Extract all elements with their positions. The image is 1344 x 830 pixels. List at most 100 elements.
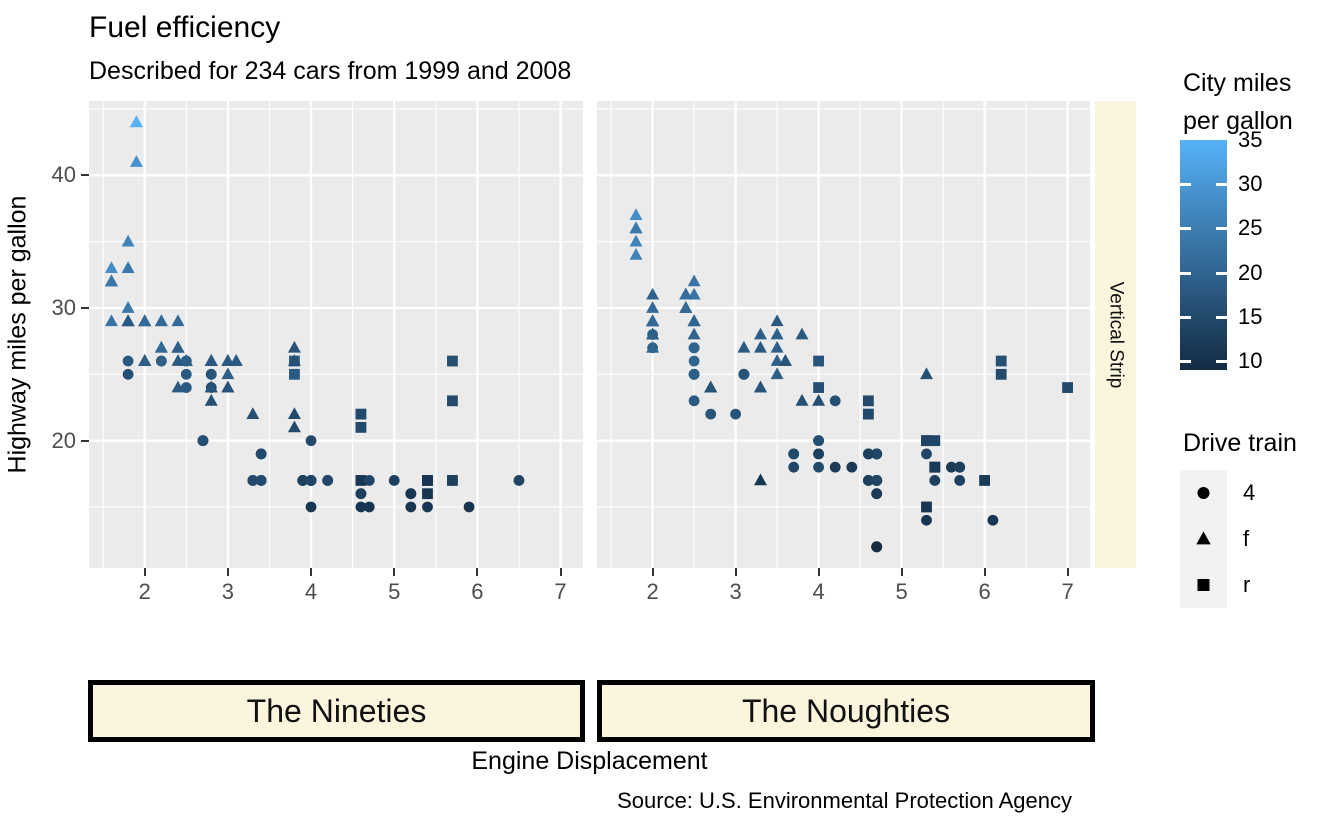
data-point-circle (355, 501, 367, 513)
data-point-triangle (754, 327, 767, 340)
data-point-triangle (646, 301, 660, 313)
data-point-circle (463, 501, 475, 513)
data-point-circle (871, 488, 883, 500)
legend-key-f (1180, 516, 1227, 562)
data-point-triangle (679, 301, 693, 313)
x-tick-mark (393, 568, 396, 576)
data-point-triangle (138, 354, 152, 366)
data-point-square (929, 435, 941, 447)
x-tick-label: 3 (221, 579, 234, 604)
x-tick-mark (1066, 568, 1069, 576)
data-point-triangle (770, 327, 784, 340)
colorbar-tick (1216, 183, 1227, 187)
data-point-circle (305, 435, 317, 447)
plot-subtitle: Described for 234 cars from 1999 and 200… (89, 57, 572, 85)
data-point-circle (788, 461, 800, 473)
data-point-triangle (687, 274, 701, 287)
data-point-triangle (138, 314, 152, 327)
facet-strip-vertical-label: Vertical Strip (1105, 281, 1127, 388)
data-point-triangle (171, 340, 185, 353)
data-point-square (995, 368, 1007, 380)
data-point-circle (846, 461, 858, 473)
data-point-circle (180, 368, 192, 380)
x-tick-label: 5 (895, 579, 908, 604)
data-point-circle (954, 461, 966, 473)
data-point-triangle (795, 327, 809, 340)
data-point-square (447, 395, 458, 407)
data-point-triangle (221, 367, 235, 380)
data-point-triangle (629, 208, 643, 220)
data-point-triangle (121, 234, 135, 247)
colorbar-tick-label: 15 (1238, 303, 1263, 329)
data-point-circle (322, 475, 334, 486)
data-point-square (813, 382, 825, 393)
data-point-triangle (1196, 531, 1211, 545)
data-point-triangle (770, 340, 784, 353)
plot-caption: Source: U.S. Environmental Protection Ag… (617, 788, 1072, 813)
data-point-circle (688, 355, 700, 367)
data-point-triangle (287, 420, 301, 433)
data-point-circle (705, 408, 717, 420)
data-point-circle (945, 461, 957, 473)
x-tick-label: 6 (471, 579, 484, 604)
x-tick-mark (734, 568, 737, 576)
legend-key-r (1180, 562, 1227, 608)
colorbar-tick (1216, 271, 1227, 275)
data-point-circle (255, 448, 267, 460)
data-point-square (289, 368, 300, 380)
x-tick-mark (310, 568, 313, 576)
data-point-circle (813, 461, 825, 473)
data-point-triangle (229, 354, 243, 366)
data-point-triangle (629, 221, 643, 234)
data-point-circle (730, 408, 742, 420)
facet-plot-area (89, 101, 583, 568)
data-point-triangle (629, 234, 643, 247)
colorbar-tick-label: 10 (1238, 348, 1263, 374)
legend-key-label: 4 (1243, 480, 1256, 505)
data-point-square (422, 475, 433, 486)
data-point-triangle (171, 354, 185, 366)
data-point-triangle (171, 314, 185, 327)
data-point-triangle (129, 155, 143, 167)
x-tick-label: 7 (1061, 579, 1074, 604)
colorbar-tick (1216, 315, 1227, 319)
facet-strip-nineties: The Nineties (88, 680, 585, 742)
data-point-circle (155, 355, 167, 367)
colorbar-tick-label: 20 (1238, 259, 1263, 285)
data-point-circle (954, 475, 966, 486)
data-point-circle (180, 355, 192, 367)
x-tick-label: 7 (554, 579, 567, 604)
x-tick-mark (817, 568, 820, 576)
data-point-square (355, 421, 367, 433)
facet-panel-noughties (597, 101, 1090, 568)
y-tick-label: 40 (51, 162, 76, 188)
data-point-triangle (629, 247, 643, 260)
data-point-circle (122, 355, 134, 367)
data-point-triangle (754, 473, 767, 486)
y-tick-mark (81, 306, 89, 309)
x-tick-mark (226, 568, 229, 576)
data-point-circle (305, 475, 317, 486)
data-point-triangle (646, 327, 660, 340)
data-point-triangle (246, 407, 260, 419)
y-tick-mark (81, 439, 89, 442)
data-point-square (979, 475, 990, 486)
data-point-triangle (778, 354, 792, 366)
x-tick-label: 5 (388, 579, 401, 604)
data-point-circle (829, 461, 841, 473)
data-point-square (355, 475, 367, 486)
data-point-circle (422, 501, 433, 513)
data-point-circle (355, 488, 367, 500)
legend-key-label: r (1243, 572, 1251, 597)
x-tick-mark (651, 568, 654, 576)
x-tick-label: 6 (978, 579, 991, 604)
facet-plot-area (597, 101, 1090, 568)
y-tick-mark (81, 174, 89, 177)
data-point-square (813, 355, 825, 367)
x-tick-label: 3 (729, 579, 742, 604)
data-point-triangle (287, 354, 301, 366)
data-point-triangle (737, 340, 751, 353)
y-tick-label: 30 (51, 294, 76, 320)
data-point-triangle (812, 393, 826, 406)
